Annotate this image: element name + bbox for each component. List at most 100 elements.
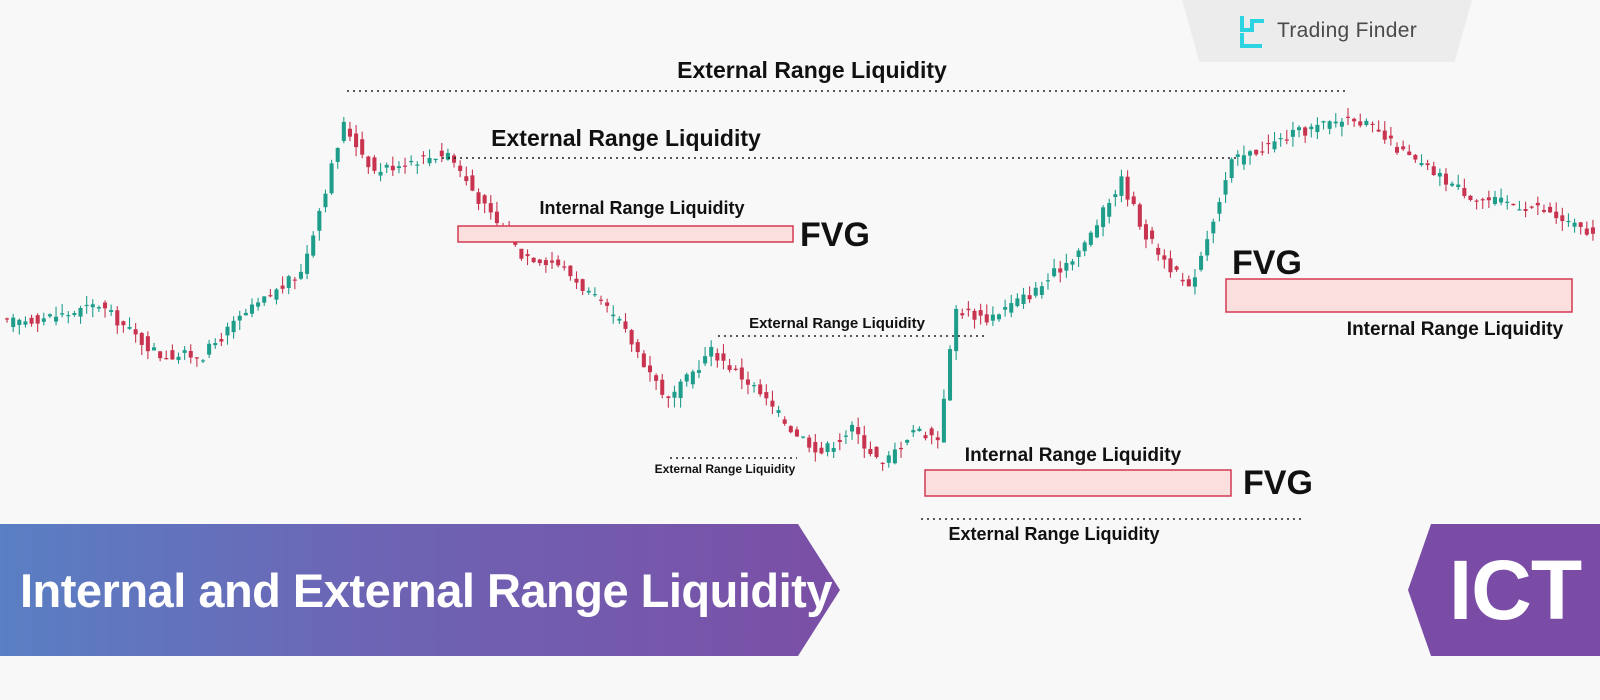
candle-body bbox=[984, 314, 989, 323]
candle-body bbox=[1339, 121, 1344, 127]
candle bbox=[1578, 221, 1583, 235]
candle bbox=[794, 426, 799, 437]
candle bbox=[892, 442, 897, 465]
candle bbox=[574, 271, 579, 290]
candle-body bbox=[886, 455, 891, 463]
candle bbox=[1088, 230, 1093, 247]
candle-body bbox=[1358, 121, 1363, 126]
candle-body bbox=[1327, 121, 1332, 129]
candle-body bbox=[1297, 127, 1302, 131]
candle bbox=[1113, 189, 1118, 207]
fvg-zone-2 bbox=[1225, 278, 1573, 313]
candle bbox=[127, 317, 132, 330]
candle bbox=[807, 434, 812, 453]
candle bbox=[286, 274, 291, 295]
candle-body bbox=[274, 289, 279, 300]
candle bbox=[1229, 157, 1234, 183]
candle bbox=[1352, 117, 1357, 127]
candle bbox=[592, 287, 597, 297]
candle bbox=[1174, 265, 1179, 272]
candle-body bbox=[1143, 224, 1148, 240]
candle bbox=[1474, 199, 1479, 210]
candle-body bbox=[262, 296, 267, 303]
candle bbox=[543, 257, 548, 273]
candle-body bbox=[494, 211, 499, 224]
candle bbox=[1333, 113, 1338, 128]
candle-body bbox=[170, 350, 175, 360]
candle-body bbox=[586, 290, 591, 293]
candle-body bbox=[60, 313, 65, 315]
candle bbox=[905, 439, 910, 446]
candle bbox=[17, 318, 22, 335]
candle-body bbox=[801, 436, 806, 438]
candle bbox=[825, 441, 830, 457]
candle bbox=[623, 313, 628, 333]
candle bbox=[1517, 200, 1522, 211]
candle bbox=[494, 201, 499, 226]
candle bbox=[347, 121, 352, 142]
candle-body bbox=[1578, 222, 1583, 227]
candle bbox=[1107, 198, 1112, 224]
candle bbox=[249, 298, 255, 318]
candle bbox=[231, 316, 236, 339]
candle-body bbox=[972, 310, 977, 320]
candle bbox=[654, 373, 659, 390]
candle bbox=[1303, 126, 1308, 143]
candle-body bbox=[403, 165, 408, 167]
candle bbox=[1235, 150, 1240, 166]
candle-body bbox=[788, 426, 793, 433]
candle-body bbox=[249, 304, 255, 314]
candle bbox=[598, 295, 604, 305]
label-fvg-2: FVG bbox=[1232, 244, 1302, 282]
candle bbox=[464, 166, 469, 186]
candle bbox=[1425, 159, 1430, 171]
candle-body bbox=[1468, 195, 1473, 201]
candle bbox=[207, 339, 212, 358]
candle bbox=[1541, 204, 1546, 214]
candle-body bbox=[794, 429, 799, 437]
candle-body bbox=[850, 424, 855, 432]
candle bbox=[1437, 168, 1442, 187]
candle bbox=[47, 313, 52, 319]
candle bbox=[1278, 133, 1283, 147]
candle bbox=[868, 441, 873, 457]
candle bbox=[1480, 197, 1485, 209]
candle-body bbox=[1217, 202, 1222, 214]
candle-body bbox=[421, 155, 426, 157]
candle bbox=[84, 296, 89, 314]
candle-body bbox=[960, 313, 965, 316]
ict-label: ICT bbox=[1448, 542, 1582, 637]
candle bbox=[1345, 108, 1351, 126]
candle bbox=[984, 304, 989, 326]
candle bbox=[378, 163, 383, 182]
candle bbox=[54, 306, 59, 326]
candle bbox=[29, 314, 34, 327]
candle bbox=[733, 365, 738, 371]
candle bbox=[672, 385, 677, 408]
candle-body bbox=[764, 392, 769, 399]
candle-body bbox=[825, 443, 830, 453]
title-banner: Internal and External Range Liquidity bbox=[0, 524, 840, 656]
candle bbox=[899, 441, 904, 458]
candle bbox=[390, 156, 395, 176]
candle-body bbox=[1082, 242, 1087, 252]
candle bbox=[188, 344, 193, 364]
candle bbox=[280, 276, 285, 294]
candle-body bbox=[935, 437, 940, 441]
fvg-zone-3 bbox=[924, 469, 1232, 497]
candle bbox=[403, 157, 408, 174]
candle bbox=[1150, 226, 1155, 244]
candle bbox=[1431, 161, 1436, 176]
candle-body bbox=[54, 316, 59, 322]
brand-name: Trading Finder bbox=[1277, 19, 1417, 42]
candle bbox=[311, 231, 316, 258]
candle bbox=[531, 257, 536, 264]
candle-body bbox=[684, 374, 689, 382]
candle-body bbox=[66, 315, 71, 317]
candle-body bbox=[78, 307, 83, 317]
candle bbox=[1450, 181, 1455, 188]
candle-body bbox=[292, 279, 297, 281]
candle-body bbox=[133, 329, 138, 335]
candle-body bbox=[543, 260, 548, 266]
candle-body bbox=[782, 419, 787, 424]
